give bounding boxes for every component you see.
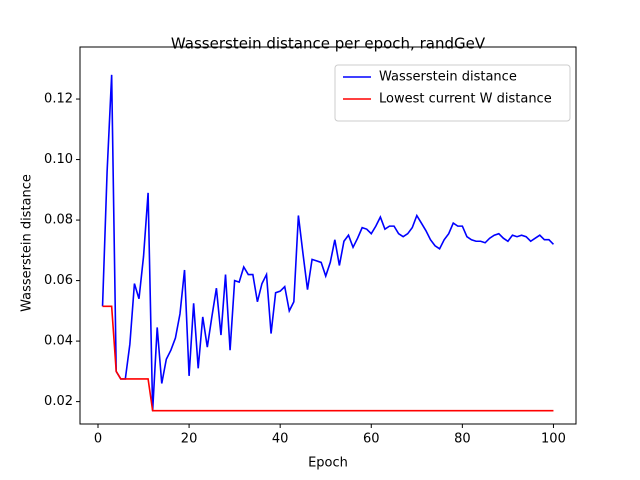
- chart-title: Wasserstein distance per epoch, randGeV: [171, 35, 486, 53]
- data-line: [102, 305, 554, 412]
- legend-box: [334, 64, 571, 122]
- y-tick-label: 0.08: [44, 213, 73, 228]
- legend-label: Wasserstein distance: [379, 70, 517, 85]
- x-tick-label: 40: [272, 432, 289, 447]
- x-tick-label: 100: [541, 432, 566, 447]
- y-tick-label: 0.10: [44, 152, 73, 167]
- x-tick-label: 80: [454, 432, 471, 447]
- plot-frame: [79, 46, 577, 425]
- y-tick-label: 0.06: [44, 273, 73, 288]
- y-tick-label: 0.02: [44, 394, 73, 409]
- x-tick-label: 60: [363, 432, 380, 447]
- y-tick-label: 0.04: [44, 334, 73, 349]
- x-axis-label: Epoch: [308, 456, 348, 471]
- y-tick-label: 0.12: [44, 92, 73, 107]
- y-axis-label: Wasserstein distance: [20, 174, 35, 312]
- x-tick-label: 20: [181, 432, 198, 447]
- x-tick-label: 0: [94, 432, 102, 447]
- data-line: [101, 74, 555, 411]
- legend-label: Lowest current W distance: [379, 92, 552, 107]
